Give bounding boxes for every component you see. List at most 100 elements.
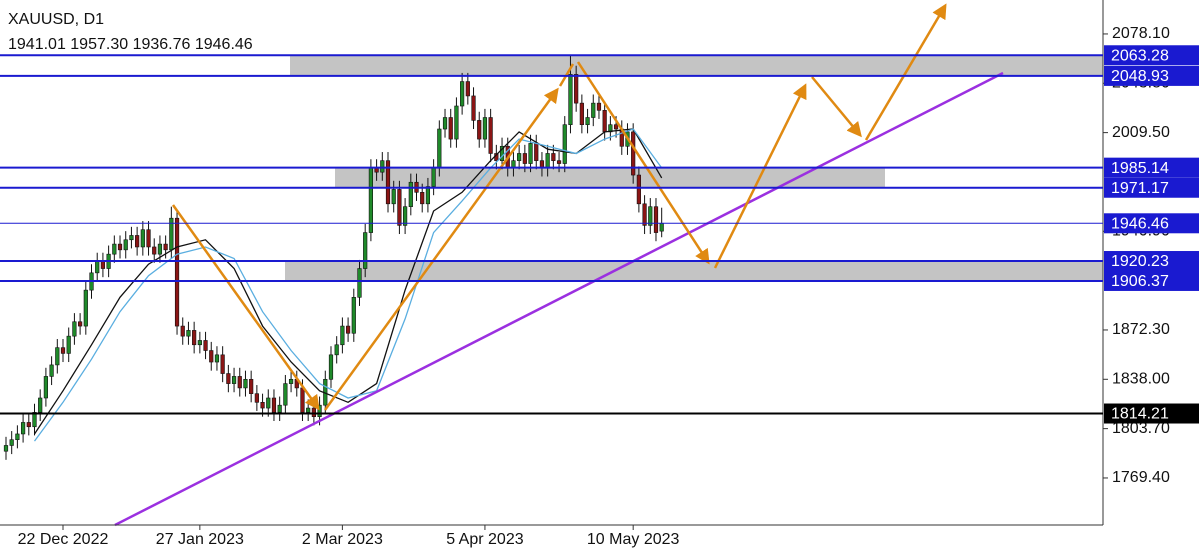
candle-body (551, 153, 556, 161)
candle-body (562, 124, 567, 164)
level-label: 2048.93 (1111, 68, 1169, 85)
candle-body (140, 229, 145, 248)
candle-body (545, 153, 550, 169)
candle-body (43, 376, 48, 399)
moving-average (33, 128, 663, 442)
candle-body (288, 378, 294, 384)
candle-body (534, 143, 539, 161)
level-label-box (1104, 65, 1199, 86)
candle-body (345, 325, 351, 334)
candle-body (129, 235, 134, 241)
candle-body (157, 243, 163, 255)
candle-body (163, 243, 168, 251)
candle-body (420, 192, 425, 205)
candle-body (3, 445, 9, 452)
candle-body (243, 378, 248, 389)
candle-body (78, 321, 83, 327)
candle-body (180, 325, 185, 337)
x-tick-label: 27 Jan 2023 (156, 531, 244, 548)
candle-body (306, 407, 311, 413)
candle-body (66, 335, 71, 354)
x-tick-label: 22 Dec 2022 (18, 531, 109, 548)
candle-body (83, 289, 88, 327)
candle-body (357, 268, 362, 298)
candle-body (266, 397, 271, 409)
level-label: 1946.46 (1111, 216, 1169, 233)
candle-body (146, 229, 151, 248)
moving-average (33, 128, 663, 435)
candle-body (20, 422, 26, 435)
candle-body (100, 261, 106, 269)
y-tick-label: 1769.40 (1112, 469, 1170, 486)
candle-body (231, 376, 237, 384)
candle-body (408, 181, 413, 207)
candle-body (220, 354, 225, 374)
level-label: 2063.28 (1111, 47, 1169, 64)
candle-body (363, 232, 368, 269)
candle-body (15, 433, 20, 441)
candle-body (254, 393, 259, 403)
level-label-box (1104, 270, 1199, 291)
level-label: 1920.23 (1111, 253, 1169, 270)
candle-body (237, 376, 242, 389)
candle-body (631, 131, 636, 176)
candle-body (591, 102, 596, 118)
candle-body (112, 243, 117, 255)
candle-body (482, 117, 488, 140)
candle-body (642, 203, 647, 226)
candle-body (448, 117, 453, 140)
candle-body (49, 364, 54, 377)
candle-body (613, 124, 619, 130)
zone (285, 261, 1103, 281)
candle-body (397, 189, 402, 226)
candle-body (328, 354, 334, 380)
level-label-box (1104, 157, 1199, 178)
level-label-box (1104, 45, 1199, 66)
level-label-box (1104, 213, 1199, 234)
candle-body (579, 102, 584, 126)
candle-body (152, 246, 157, 255)
candle-body (249, 378, 254, 394)
y-tick-label: 1872.30 (1112, 321, 1170, 338)
candle-body (442, 117, 448, 130)
candle-body (26, 422, 31, 428)
candle-body (517, 153, 522, 161)
level-label: 1906.37 (1111, 273, 1169, 290)
candle-body (602, 110, 607, 133)
candle-body (499, 145, 505, 161)
candle-body (95, 261, 100, 274)
y-tick-label: 1803.70 (1112, 420, 1170, 437)
y-tick-label: 2009.50 (1112, 124, 1170, 141)
candle-body (214, 354, 220, 363)
candle-body (454, 105, 459, 140)
y-tick-label: 2078.10 (1112, 25, 1170, 42)
candle-body (471, 95, 476, 121)
candle-body (460, 81, 465, 107)
candle-body (403, 206, 408, 226)
candle-body (123, 239, 128, 251)
ohlc-readout: 1941.01 1957.30 1936.76 1946.46 (8, 36, 253, 53)
level-label: 1971.17 (1111, 180, 1169, 197)
candle-body (311, 407, 316, 417)
candle-body (72, 321, 77, 337)
candle-body (431, 167, 436, 187)
candle-body (174, 217, 180, 327)
candle-body (648, 206, 653, 226)
candle-body (437, 128, 442, 169)
candle-body (528, 143, 533, 164)
candle-body (277, 404, 282, 413)
x-tick-label: 10 May 2023 (587, 531, 680, 548)
candle-body (522, 153, 527, 164)
candle-body (271, 397, 277, 413)
candle-body (385, 160, 391, 205)
candle-body (260, 402, 265, 409)
candle-body (556, 160, 562, 164)
candle-body (465, 81, 470, 97)
candle-body (391, 189, 396, 205)
candle-body (653, 206, 659, 233)
candle-body (425, 186, 431, 205)
projection-arrows (171, 3, 947, 411)
candle-body (596, 102, 602, 111)
level-label-box (1104, 177, 1199, 198)
